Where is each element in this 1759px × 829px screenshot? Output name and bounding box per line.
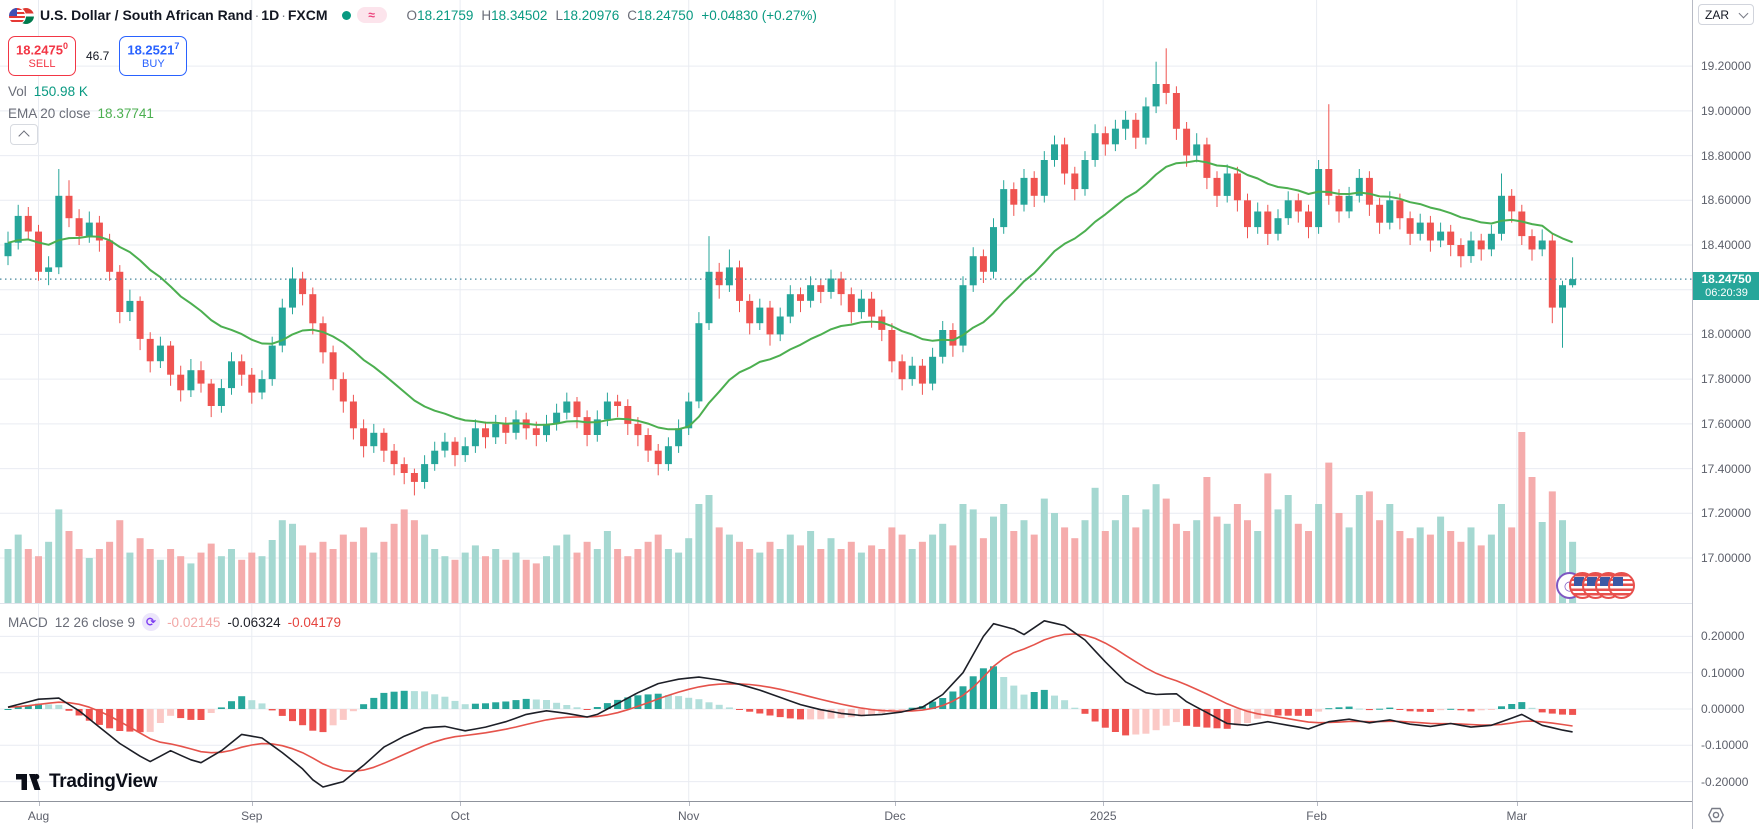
symbol-pair-flags-icon (8, 6, 35, 25)
symbol-title[interactable]: U.S. Dollar / South African Rand · 1D · FXCM (40, 7, 328, 23)
last-price-tag: 18.24750 06:20:39 (1693, 272, 1759, 301)
time-axis-label: Nov (678, 809, 700, 823)
time-axis-tick (1516, 802, 1518, 806)
price-axis-label: 19.20000 (1701, 59, 1752, 74)
price-change: +0.04830 (+0.27%) (701, 7, 817, 23)
price-axis-label: 18.80000 (1701, 148, 1752, 163)
price-axis-label: 17.20000 (1701, 506, 1752, 521)
macd-axis-label: 0.10000 (1701, 665, 1745, 680)
market-open-dot-icon (341, 10, 351, 20)
approx-data-badge[interactable]: ≈ (356, 7, 387, 23)
macd-histogram-value: -0.02145 (167, 614, 221, 630)
macd-axis-label: -0.20000 (1701, 774, 1749, 789)
chevron-up-icon (18, 130, 30, 142)
time-axis-label: Oct (450, 809, 470, 823)
price-axis-label: 17.40000 (1701, 461, 1752, 476)
trade-panel: 18.24750 SELL 46.7 18.25217 BUY (8, 36, 188, 76)
price-axis-label: 18.60000 (1701, 193, 1752, 208)
tradingview-logo[interactable]: TradingView (16, 770, 158, 794)
time-axis-label: Mar (1506, 809, 1528, 823)
ema-value: 18.37741 (97, 106, 154, 121)
time-axis-label: Feb (1306, 809, 1327, 823)
macd-axis-label: 0.00000 (1701, 702, 1745, 716)
time-axis-tick (688, 802, 690, 806)
spread-value: 46.7 (86, 49, 110, 63)
price-axis-label: 17.80000 (1701, 372, 1752, 387)
macd-signal-value: -0.04179 (287, 614, 341, 630)
price-axis-label: 19.00000 (1701, 103, 1752, 118)
tradingview-mark-icon (16, 773, 41, 790)
sell-button[interactable]: 18.24750 SELL (8, 36, 76, 76)
time-axis[interactable]: Aug Sep Oct Nov Dec 2025 Feb Mar (0, 801, 1759, 829)
price-axis[interactable]: ZAR 19.20000 19.00000 18.80000 18.60000 18.4… (1692, 0, 1759, 829)
price-axis-label: 18.00000 (1701, 327, 1752, 342)
macd-axis-label: 0.20000 (1701, 629, 1745, 644)
time-axis-label: Sep (241, 809, 263, 823)
chevron-down-icon (1738, 8, 1749, 19)
price-axis-label: 18.40000 (1701, 238, 1752, 252)
volume-legend[interactable]: Vol 150.98 K (8, 84, 88, 99)
price-axis-label: 17.00000 (1701, 551, 1752, 565)
collapse-legend-button[interactable] (10, 124, 38, 145)
time-axis-tick (1316, 802, 1318, 806)
time-axis-tick (38, 802, 40, 806)
time-axis-tick (251, 802, 253, 806)
macd-legend[interactable]: MACD 12 26 close 9 ⟳ -0.02145 -0.06324 -… (8, 613, 341, 631)
buy-button[interactable]: 18.25217 BUY (119, 36, 188, 76)
currency-dropdown[interactable]: ZAR (1698, 4, 1754, 25)
time-axis-label: Dec (884, 809, 906, 823)
event-markers[interactable]: ◷ (1556, 572, 1635, 600)
time-axis-tick (895, 802, 896, 806)
time-axis-label: Aug (27, 809, 50, 823)
macd-line-value: -0.06324 (227, 614, 281, 630)
ohlc-readout: O18.21759 H18.34502 L18.20976 C18.24750 … (406, 7, 817, 23)
ema-legend[interactable]: EMA 20 close 18.37741 (8, 106, 154, 121)
macd-axis-label: -0.10000 (1701, 738, 1749, 753)
volume-value: 150.98 K (33, 84, 88, 99)
chart-header: U.S. Dollar / South African Rand · 1D · FXCM… (8, 4, 817, 26)
price-axis-label: 17.60000 (1701, 416, 1752, 431)
bar-countdown: 06:20:39 (1705, 286, 1748, 299)
refresh-icon[interactable]: ⟳ (142, 613, 161, 631)
us-flag-event-icon[interactable] (1608, 572, 1635, 599)
axis-settings-icon[interactable] (1707, 806, 1725, 824)
time-axis-tick (460, 802, 462, 806)
time-axis-label: 2025 (1089, 809, 1117, 823)
time-axis-tick (1103, 802, 1105, 806)
